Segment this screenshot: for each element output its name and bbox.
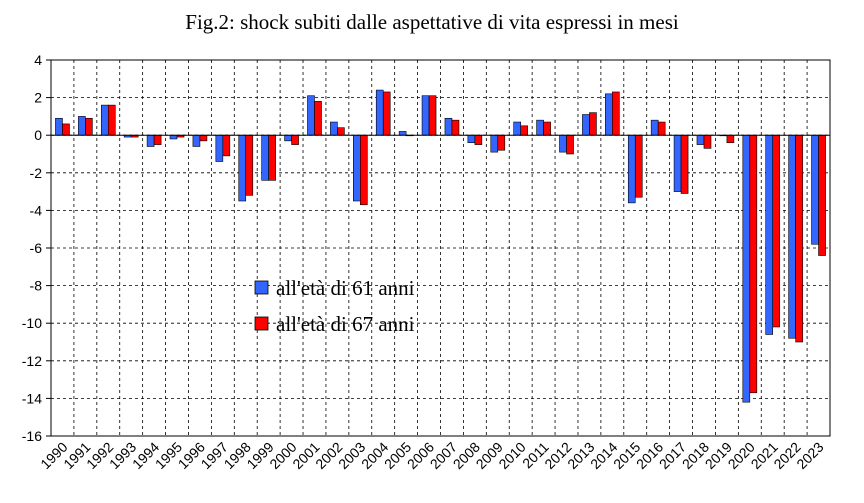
bar-series-2 — [153, 134, 162, 145]
bar-series-2 — [199, 134, 208, 142]
bar-series-1 — [444, 117, 453, 136]
bar-series-2 — [657, 121, 666, 136]
bar-series-1 — [78, 116, 86, 136]
bar-series-1 — [330, 121, 338, 136]
y-tick-label: -2 — [30, 165, 43, 181]
bar-series-1 — [650, 119, 659, 136]
legend-swatch-series-2 — [254, 316, 269, 331]
bar-series-1 — [421, 95, 430, 136]
bar-series-2 — [107, 104, 116, 136]
bar-series-1 — [238, 134, 247, 202]
bar-series-2 — [680, 134, 689, 194]
bar-series-2 — [314, 101, 322, 136]
bar-series-2 — [337, 127, 345, 136]
bar-series-1 — [169, 134, 178, 140]
legend-swatch-series-1 — [254, 280, 269, 295]
bar-series-1 — [673, 134, 682, 192]
grid-layer — [51, 59, 830, 437]
y-tick-label: -8 — [30, 278, 43, 294]
bar-series-1 — [146, 134, 155, 147]
bar-series-2 — [520, 125, 528, 136]
bar-series-1 — [375, 89, 384, 136]
legend-label-series-2: all'età di 67 anni — [276, 312, 415, 336]
bar-series-2 — [703, 134, 712, 149]
bar-series-2 — [772, 134, 781, 328]
bar-series-2 — [291, 134, 299, 145]
bar-series-1 — [513, 121, 521, 136]
bar-series-2 — [245, 134, 254, 196]
y-tick-label: -16 — [22, 428, 42, 444]
y-tick-label: -12 — [22, 353, 42, 369]
bar-series-1 — [192, 134, 201, 147]
legend: all'età di 61 anni all'età di 67 anni — [254, 276, 415, 336]
bar-series-1 — [559, 134, 567, 153]
y-tick-label: 2 — [34, 90, 42, 106]
bar-series-1 — [696, 134, 705, 145]
bar-series-1 — [284, 134, 292, 142]
bar-series-1 — [536, 119, 544, 136]
bar-series-1 — [490, 134, 499, 153]
bar-series-2 — [497, 134, 506, 151]
bar-series-1 — [215, 134, 224, 162]
y-tick-label: 4 — [34, 52, 42, 68]
bar-series-1 — [582, 114, 590, 136]
bar-series-2 — [268, 134, 276, 181]
chart-title: Fig.2: shock subiti dalle aspettative di… — [185, 10, 679, 34]
y-tick-label: -6 — [30, 240, 43, 256]
bar-series-1 — [100, 104, 109, 136]
bar-series-2 — [818, 134, 826, 256]
bar-series-2 — [428, 95, 437, 136]
bar-series-2 — [634, 134, 643, 198]
bar-series-1 — [788, 134, 796, 339]
bar-series-2 — [749, 134, 758, 394]
bar-series-2 — [222, 134, 231, 157]
bar-series-1 — [307, 95, 315, 136]
bar-series-1 — [353, 134, 361, 202]
bar-series-1 — [811, 134, 819, 245]
bar-series-2 — [85, 117, 93, 136]
y-tick-label: -4 — [30, 202, 43, 218]
y-tick-label: -14 — [22, 390, 42, 406]
plot-frame — [50, 59, 831, 437]
bar-series-2 — [382, 91, 391, 136]
bar-series-2 — [360, 134, 368, 206]
bar-series-1 — [742, 134, 751, 403]
bar-series-1 — [627, 134, 636, 204]
bar-series-2 — [543, 121, 551, 136]
bar-series-2 — [62, 123, 70, 136]
bar-series-2 — [612, 91, 620, 136]
bar-series-1 — [55, 117, 63, 136]
bar-series-2 — [474, 134, 483, 145]
bar-series-1 — [398, 131, 407, 136]
bar-series-2 — [566, 134, 574, 155]
x-tick-label: 2023 — [793, 439, 826, 472]
bars-layer — [55, 89, 826, 403]
bar-series-1 — [261, 134, 269, 181]
bar-series-2 — [451, 119, 460, 136]
bar-series-1 — [765, 134, 774, 335]
bar-series-1 — [605, 93, 613, 136]
legend-label-series-1: all'età di 61 anni — [276, 276, 415, 300]
bar-series-2 — [726, 134, 735, 144]
bar-series-1 — [467, 134, 476, 144]
y-tick-label: -10 — [22, 315, 42, 331]
bar-series-2 — [589, 112, 597, 136]
y-tick-label: 0 — [34, 127, 42, 143]
bar-series-2 — [795, 134, 803, 343]
